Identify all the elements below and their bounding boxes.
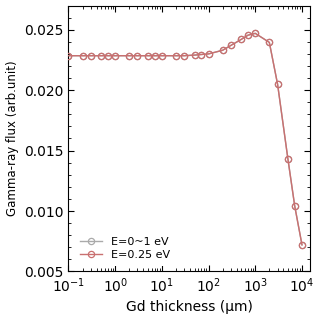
Legend: E=0~1 eV, E=0.25 eV: E=0~1 eV, E=0.25 eV	[74, 231, 175, 266]
E=0~1 eV	[276, 82, 279, 86]
E=0.25 eV	[199, 52, 203, 56]
E=0.25 eV	[193, 53, 196, 57]
E=0~1 eV	[221, 48, 225, 52]
E=0~1 eV	[146, 54, 150, 58]
E=0.25 eV	[113, 54, 117, 58]
E=0~1 eV	[89, 54, 93, 58]
E=0.25 eV	[81, 54, 84, 58]
E=0~1 eV	[193, 53, 196, 57]
Y-axis label: Gamma-ray flux (arb.unit): Gamma-ray flux (arb.unit)	[5, 61, 19, 216]
E=0.25 eV	[246, 33, 250, 37]
E=0~1 eV	[229, 44, 233, 47]
E=0.25 eV	[276, 82, 279, 86]
E=0.25 eV	[286, 157, 290, 161]
E=0~1 eV	[182, 54, 186, 58]
E=0.25 eV	[221, 48, 225, 52]
E=0~1 eV	[99, 54, 103, 58]
E=0.25 eV	[99, 54, 103, 58]
E=0~1 eV	[174, 54, 178, 58]
E=0.25 eV	[67, 54, 70, 58]
E=0.25 eV	[253, 31, 257, 35]
E=0~1 eV	[246, 33, 250, 37]
E=0~1 eV	[127, 54, 131, 58]
E=0~1 eV	[136, 54, 140, 58]
E=0~1 eV	[268, 41, 271, 44]
E=0.25 eV	[300, 243, 304, 247]
E=0~1 eV	[113, 54, 117, 58]
E=0.25 eV	[89, 54, 93, 58]
E=0.25 eV	[136, 54, 140, 58]
E=0~1 eV	[81, 54, 84, 58]
E=0~1 eV	[153, 54, 156, 58]
E=0.25 eV	[174, 54, 178, 58]
E=0~1 eV	[199, 52, 203, 56]
E=0~1 eV	[207, 52, 211, 56]
E=0.25 eV	[106, 54, 110, 58]
E=0~1 eV	[286, 157, 290, 161]
Line: E=0.25 eV: E=0.25 eV	[65, 30, 305, 248]
E=0~1 eV	[160, 54, 164, 58]
E=0.25 eV	[293, 204, 297, 208]
E=0~1 eV	[67, 54, 70, 58]
E=0.25 eV	[153, 54, 156, 58]
E=0.25 eV	[229, 44, 233, 47]
X-axis label: Gd thickness (μm): Gd thickness (μm)	[126, 300, 253, 315]
E=0.25 eV	[268, 41, 271, 44]
E=0.25 eV	[160, 54, 164, 58]
E=0.25 eV	[182, 54, 186, 58]
E=0.25 eV	[146, 54, 150, 58]
E=0~1 eV	[239, 37, 243, 41]
E=0.25 eV	[127, 54, 131, 58]
Line: E=0~1 eV: E=0~1 eV	[65, 30, 305, 248]
E=0.25 eV	[239, 37, 243, 41]
E=0~1 eV	[253, 31, 257, 35]
E=0~1 eV	[293, 204, 297, 208]
E=0~1 eV	[106, 54, 110, 58]
E=0~1 eV	[300, 243, 304, 247]
E=0.25 eV	[207, 52, 211, 56]
